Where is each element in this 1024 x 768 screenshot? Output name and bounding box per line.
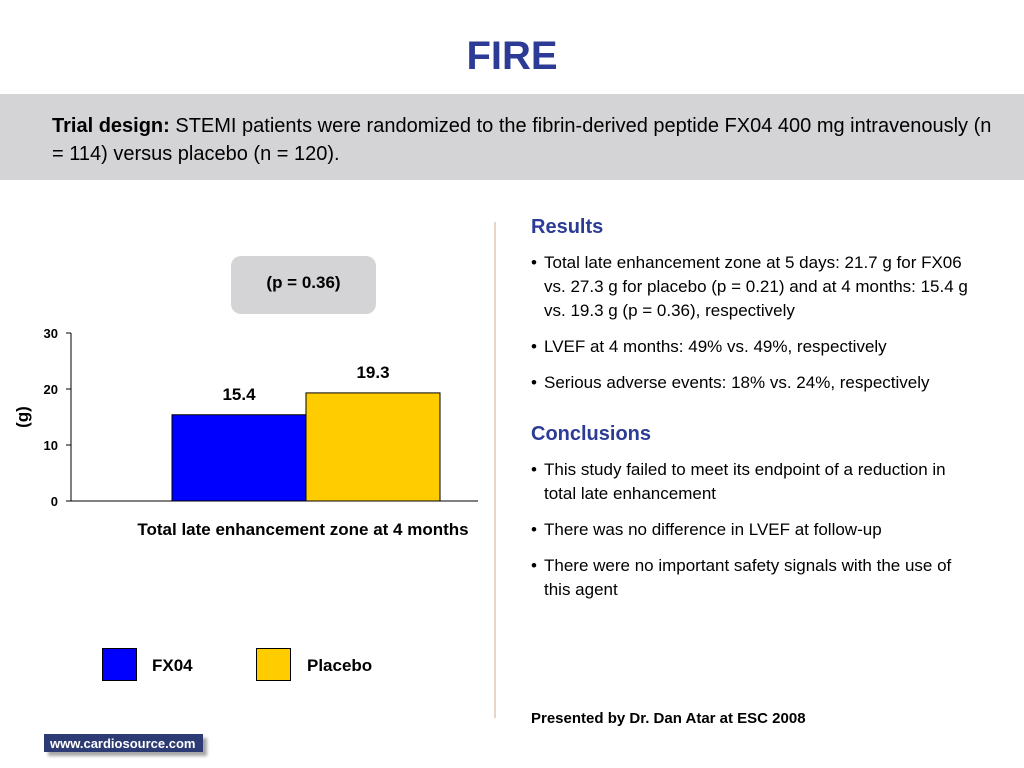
right-column: Results Total late enhancement zone at 5… — [531, 216, 971, 614]
presented-by: Presented by Dr. Dan Atar at ESC 2008 — [531, 710, 806, 727]
conclusions-bullet: This study failed to meet its endpoint o… — [531, 458, 971, 506]
legend-swatch-fx04 — [102, 648, 137, 681]
y-tick-label: 0 — [51, 494, 58, 509]
conclusions-bullet: There was no difference in LVEF at follo… — [531, 518, 971, 542]
results-bullet: Total late enhancement zone at 5 days: 2… — [531, 251, 971, 323]
conclusions-bullet: There were no important safety signals w… — [531, 554, 971, 602]
results-heading: Results — [531, 216, 604, 238]
chart-bars — [171, 392, 441, 502]
data-label-placebo: 19.3 — [356, 363, 389, 382]
results-bullet: Serious adverse events: 18% vs. 24%, res… — [531, 371, 971, 395]
conclusions-heading: Conclusions — [531, 423, 652, 445]
cardiosource-logo[interactable]: www.cardiosource.com — [44, 734, 203, 752]
y-tick-label: 10 — [44, 438, 58, 453]
y-axis-label: (g) — [13, 406, 32, 428]
bar-placebo — [305, 392, 441, 502]
y-tick-label: 30 — [44, 326, 58, 341]
chart-data-labels: 15.4 19.3 — [222, 363, 389, 404]
legend-label-fx04: FX04 — [152, 656, 193, 675]
legend-swatch-placebo — [256, 648, 291, 681]
legend-label-placebo: Placebo — [307, 656, 373, 675]
trial-design-label: Trial design: — [52, 115, 170, 137]
p-value-box: (p = 0.36) — [231, 256, 376, 314]
y-tick-label: 20 — [44, 382, 58, 397]
bar-fx04 — [171, 414, 307, 502]
data-label-fx04: 15.4 — [222, 385, 256, 404]
trial-design-body: STEMI patients were randomized to the fi… — [52, 115, 992, 165]
slide-title: FIRE — [466, 34, 558, 78]
trial-design-text: Trial design: STEMI patients were random… — [52, 112, 992, 168]
results-bullet: LVEF at 4 months: 49% vs. 49%, respectiv… — [531, 335, 971, 359]
bar-chart: 0 10 20 30 (g) 15.4 19.3 — [13, 326, 478, 509]
column-divider — [494, 222, 496, 718]
x-category-label: Total late enhancement zone at 4 months — [137, 520, 469, 539]
trial-design-band — [0, 94, 1024, 180]
